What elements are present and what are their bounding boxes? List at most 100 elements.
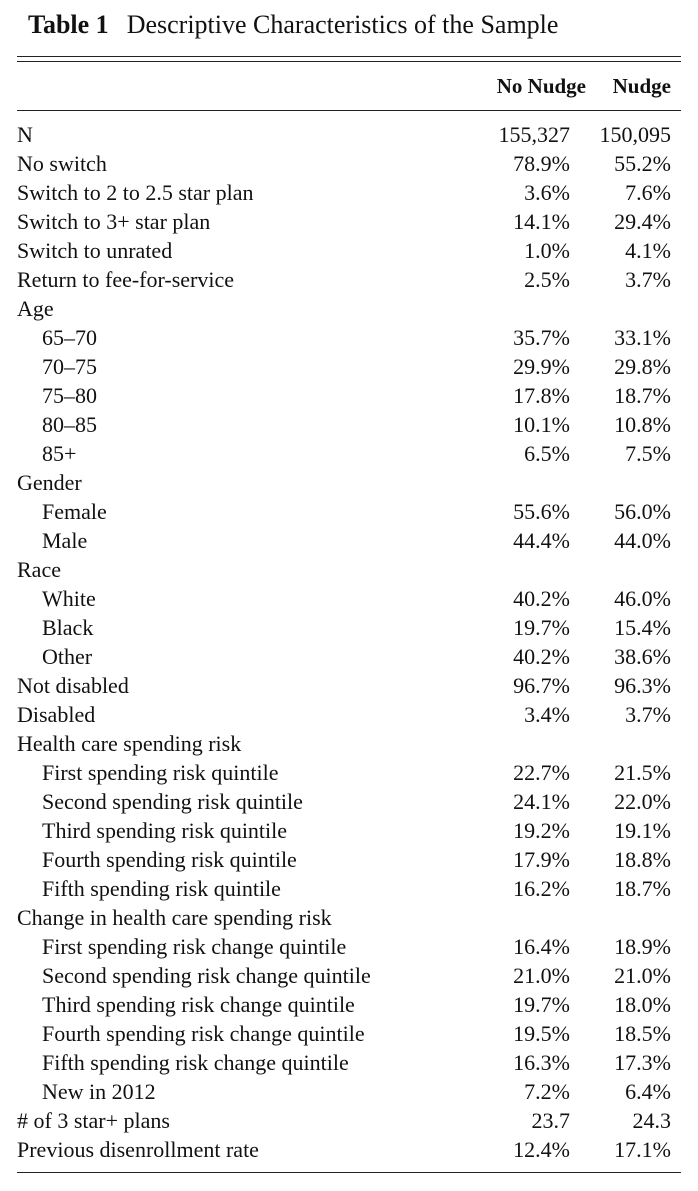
row-label: Second spending risk change quintile: [42, 963, 371, 988]
cell: 78.9%: [513, 151, 570, 176]
cell: 17.8%: [513, 383, 570, 408]
cell: 19.5%: [513, 1021, 570, 1046]
cell: 46.0%: [614, 586, 671, 611]
cell: 18.0%: [614, 992, 671, 1017]
cell: 22.7%: [513, 760, 570, 785]
cell: 96.3%: [614, 673, 671, 698]
cell: 10.1%: [513, 412, 570, 437]
group-row: Age: [0, 294, 698, 323]
table-row: Second spending risk change quintile 21.0…: [0, 961, 698, 990]
table-row: Third spending risk change quintile 19.7%…: [0, 990, 698, 1019]
cell: 15.4%: [614, 615, 671, 640]
table-row: Switch to 3+ star plan 14.1% 29.4%: [0, 207, 698, 236]
table-row: Third spending risk quintile 19.2% 19.1%: [0, 816, 698, 845]
table-label: Table 1: [28, 10, 109, 39]
cell: 21.0%: [614, 963, 671, 988]
table-row: No switch 78.9% 55.2%: [0, 149, 698, 178]
group-label: Race: [17, 557, 61, 582]
cell: 96.7%: [513, 673, 570, 698]
bottom-rule: [17, 1172, 681, 1173]
group-row: Race: [0, 555, 698, 584]
cell: 38.6%: [614, 644, 671, 669]
table-row: Fifth spending risk quintile 16.2% 18.7%: [0, 874, 698, 903]
table-row: Female 55.6% 56.0%: [0, 497, 698, 526]
cell: 21.0%: [513, 963, 570, 988]
table-row: Second spending risk quintile 24.1% 22.0%: [0, 787, 698, 816]
cell: 10.8%: [614, 412, 671, 437]
cell: 18.8%: [614, 847, 671, 872]
table-row: 80–85 10.1% 10.8%: [0, 410, 698, 439]
cell: 19.2%: [513, 818, 570, 843]
cell: 55.6%: [513, 499, 570, 524]
row-label: Switch to 2 to 2.5 star plan: [17, 180, 254, 205]
cell: 16.3%: [513, 1050, 570, 1075]
table-row: Return to fee-for-service 2.5% 3.7%: [0, 265, 698, 294]
row-label: Switch to unrated: [17, 238, 173, 263]
row-label: Fourth spending risk change quintile: [42, 1021, 365, 1046]
table-row: Not disabled 96.7% 96.3%: [0, 671, 698, 700]
cell: 12.4%: [513, 1137, 570, 1162]
row-label: Fourth spending risk quintile: [42, 847, 297, 872]
row-label: N: [17, 122, 33, 147]
cell: 29.4%: [614, 209, 671, 234]
group-label: Age: [17, 296, 54, 321]
table-row: White 40.2% 46.0%: [0, 584, 698, 613]
row-label: Fifth spending risk quintile: [42, 876, 281, 901]
table-row: Switch to 2 to 2.5 star plan 3.6% 7.6%: [0, 178, 698, 207]
row-label: 85+: [42, 441, 77, 466]
column-header: No Nudge: [496, 74, 586, 98]
cell: 22.0%: [614, 789, 671, 814]
row-label: 80–85: [42, 412, 97, 437]
cell: 24.3: [632, 1108, 672, 1133]
cell: 16.4%: [513, 934, 570, 959]
cell: 18.7%: [614, 876, 671, 901]
cell: 56.0%: [614, 499, 671, 524]
cell: 40.2%: [513, 586, 570, 611]
cell: 17.3%: [614, 1050, 671, 1075]
cell: 40.2%: [513, 644, 570, 669]
row-label: 75–80: [42, 383, 97, 408]
cell: 17.9%: [513, 847, 570, 872]
table-row: Fifth spending risk change quintile 16.3%…: [0, 1048, 698, 1077]
row-label: 65–70: [42, 325, 97, 350]
row-label: First spending risk change quintile: [42, 934, 347, 959]
cell: 29.9%: [513, 354, 570, 379]
row-label: Return to fee-for-service: [17, 267, 235, 292]
cell: 3.4%: [524, 702, 570, 727]
cell: 19.7%: [513, 615, 570, 640]
header-row: No Nudge Nudge: [0, 72, 698, 101]
top-rule: [17, 56, 681, 57]
cell: 18.7%: [614, 383, 671, 408]
row-label: First spending risk quintile: [42, 760, 279, 785]
cell: 3.7%: [625, 702, 671, 727]
table-row: 70–75 29.9% 29.8%: [0, 352, 698, 381]
group-row: Health care spending risk: [0, 729, 698, 758]
row-label: Third spending risk quintile: [42, 818, 288, 843]
cell: 23.7: [531, 1108, 571, 1133]
table-row: Disabled 3.4% 3.7%: [0, 700, 698, 729]
cell: 16.2%: [513, 876, 570, 901]
cell: 155,327: [498, 122, 571, 147]
table-row: N 155,327 150,095: [0, 120, 698, 149]
row-label: Not disabled: [17, 673, 129, 698]
row-label: # of 3 star+ plans: [17, 1108, 170, 1133]
cell: 35.7%: [513, 325, 570, 350]
row-label: Disabled: [17, 702, 96, 727]
row-label: Second spending risk quintile: [42, 789, 303, 814]
row-label: 70–75: [42, 354, 97, 379]
group-label: Change in health care spending risk: [17, 905, 332, 930]
cell: 150,095: [599, 122, 672, 147]
row-label: No switch: [17, 151, 107, 176]
group-row: Change in health care spending risk: [0, 903, 698, 932]
row-label: Third spending risk change quintile: [42, 992, 355, 1017]
table-row: # of 3 star+ plans 23.7 24.3: [0, 1106, 698, 1135]
row-label: Female: [42, 499, 107, 524]
cell: 44.0%: [614, 528, 671, 553]
cell: 21.5%: [614, 760, 671, 785]
cell: 19.7%: [513, 992, 570, 1017]
cell: 4.1%: [625, 238, 671, 263]
table-row: First spending risk change quintile 16.4%…: [0, 932, 698, 961]
cell: 6.5%: [524, 441, 570, 466]
cell: 33.1%: [614, 325, 671, 350]
